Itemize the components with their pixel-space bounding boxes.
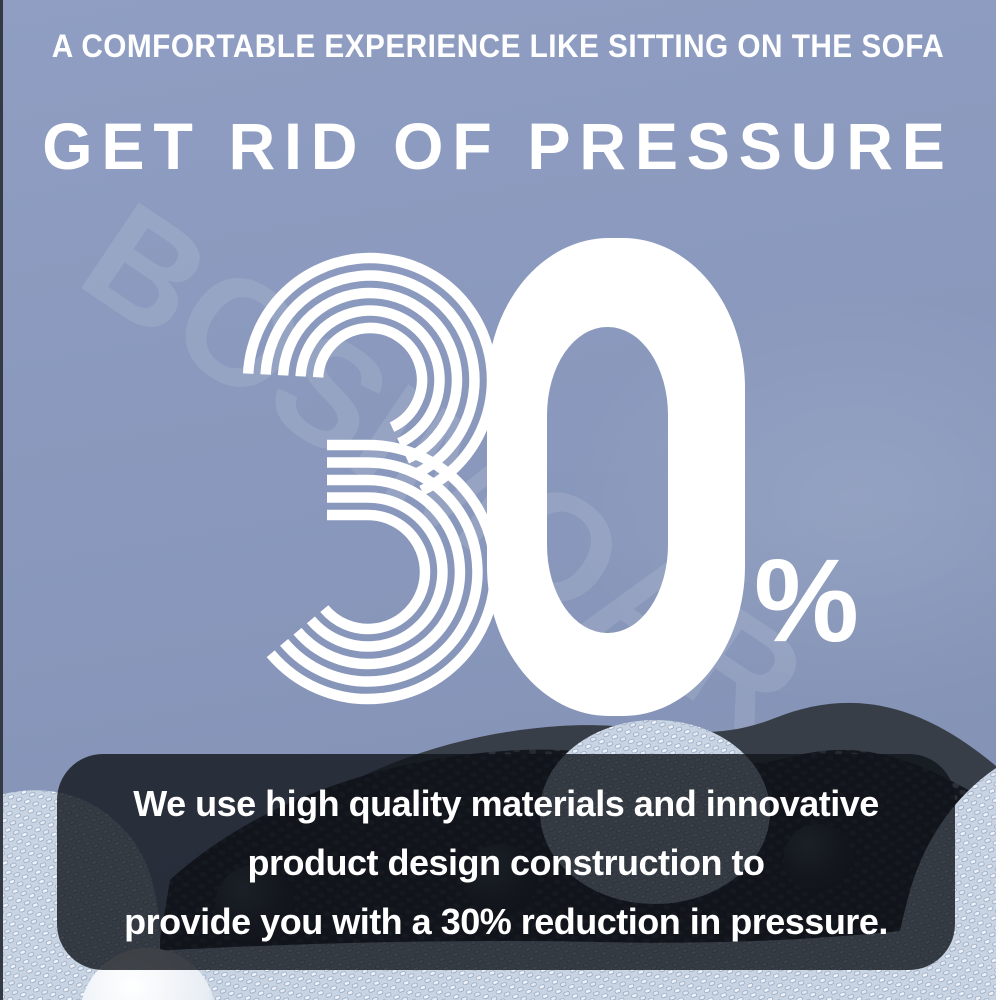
description-line: provide you with a 30% reduction in pres… xyxy=(124,900,888,942)
percent-sign: % xyxy=(754,535,859,667)
banner-tagline: A COMFORTABLE EXPERIENCE LIKE SITTING ON… xyxy=(51,28,945,64)
info-panel-text: We use high quality materials and innova… xyxy=(57,754,955,970)
left-edge-strip xyxy=(0,0,3,1000)
digit-3-striped-icon xyxy=(242,252,501,705)
banner-title: GET RID OF PRESSURE xyxy=(42,109,954,183)
digit-0-icon xyxy=(487,238,745,716)
description-line: We use high quality materials and innova… xyxy=(133,782,879,824)
description-line: product design construction to xyxy=(247,841,765,883)
info-panel xyxy=(57,754,955,970)
